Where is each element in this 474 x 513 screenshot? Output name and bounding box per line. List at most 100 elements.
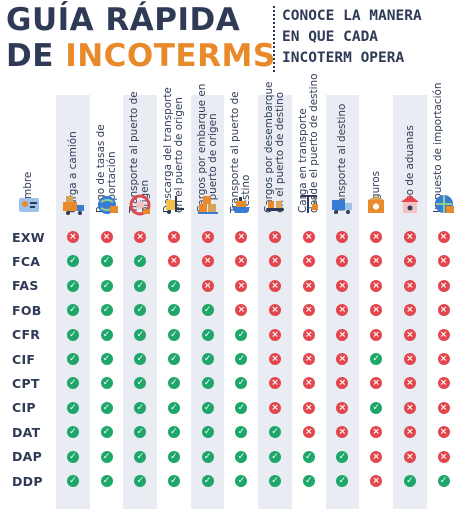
check-icon: ✓ [167,304,180,317]
cross-icon: × [370,304,383,317]
check-icon: ✓ [100,353,113,365]
globe-payment-icon [90,191,124,217]
cross-icon: × [437,450,450,463]
cross-icon: × [302,401,315,414]
cross-icon: × [336,304,349,317]
check-icon: ✓ [134,475,147,487]
cross-icon: × [370,328,383,341]
cross-icon: × [437,353,450,365]
cross-icon: × [235,304,248,317]
check-icon: ✓ [167,475,180,487]
check-icon: ✓ [134,377,147,390]
column-stripe [258,95,292,509]
page-title-line2: DE INCOTERMS [6,38,276,74]
check-icon: ✓ [235,377,248,390]
check-icon: ✓ [134,450,147,463]
id-card-icon [0,191,56,217]
cross-icon: × [302,353,315,365]
check-icon: ✓ [167,279,180,292]
check-icon: ✓ [235,353,248,365]
subtitle-line: EN QUE CADA [282,29,379,45]
check-icon: ✓ [100,401,113,414]
check-icon: ✓ [235,426,248,439]
cross-icon: × [269,304,282,317]
cross-icon: × [403,426,416,439]
cross-icon: × [302,426,315,439]
check-icon: ✓ [370,401,383,414]
cross-icon: × [437,304,450,317]
cross-icon: × [336,377,349,390]
check-icon: ✓ [201,328,214,341]
cross-icon: × [437,279,450,292]
cross-icon: × [201,231,214,243]
delivery-truck-icon [326,191,360,217]
cross-icon: × [269,328,282,341]
check-icon: ✓ [201,475,214,487]
conveyor-icon [258,191,292,217]
check-icon: ✓ [235,475,248,487]
cross-icon: × [403,255,416,268]
subtitle: CONOCE LA MANERA EN QUE CADA INCOTERM OP… [282,6,472,69]
row-incoterm-name: FCA [12,253,41,269]
globe-tax-icon [427,191,461,217]
cross-icon: × [370,426,383,439]
cross-icon: × [336,328,349,341]
cross-icon: × [370,450,383,463]
cross-icon: × [235,279,248,292]
cross-icon: × [134,231,147,243]
cross-icon: × [235,231,248,243]
insurance-box-icon [359,191,393,217]
check-icon: ✓ [134,353,147,365]
cross-icon: × [336,426,349,439]
check-icon: ✓ [100,426,113,439]
check-icon: ✓ [201,450,214,463]
cross-icon: × [403,231,416,243]
check-icon: ✓ [66,255,79,268]
check-icon: ✓ [100,450,113,463]
cross-icon: × [302,231,315,243]
check-icon: ✓ [66,353,79,365]
check-icon: ✓ [269,475,282,487]
check-icon: ✓ [167,426,180,439]
row-incoterm-name: CIP [12,400,36,416]
cross-icon: × [403,279,416,292]
cross-icon: × [370,377,383,390]
cross-icon: × [302,377,315,390]
cross-icon: × [167,255,180,268]
column-stripe [393,95,427,509]
page-title-line1: GUÍA RÁPIDA [6,2,241,38]
cross-icon: × [437,401,450,414]
row-incoterm-name: DDP [12,473,43,489]
cross-icon: × [269,401,282,414]
cross-icon: × [302,255,315,268]
cross-icon: × [403,377,416,390]
cross-icon: × [269,255,282,268]
row-incoterm-name: EXW [12,229,45,245]
cross-icon: × [336,231,349,243]
cross-icon: × [336,401,349,414]
header: GUÍA RÁPIDA DE INCOTERMS CONOCE LA MANER… [0,0,474,88]
check-icon: ✓ [66,304,79,317]
subtitle-line: CONOCE LA MANERA [282,8,422,24]
ship-icon [225,191,259,217]
cross-icon: × [302,279,315,292]
header-divider [273,6,275,72]
check-icon: ✓ [269,426,282,439]
check-icon: ✓ [167,401,180,414]
check-icon: ✓ [336,475,349,487]
check-icon: ✓ [66,377,79,390]
check-icon: ✓ [201,401,214,414]
check-icon: ✓ [66,426,79,439]
cross-icon: × [403,328,416,341]
forklift-icon [157,191,191,217]
cross-icon: × [336,255,349,268]
check-icon: ✓ [302,450,315,463]
check-icon: ✓ [134,328,147,341]
cross-icon: × [437,231,450,243]
check-icon: ✓ [167,328,180,341]
check-icon: ✓ [336,450,349,463]
check-icon: ✓ [201,304,214,317]
check-icon: ✓ [134,304,147,317]
cross-icon: × [100,231,113,243]
check-icon: ✓ [201,353,214,365]
